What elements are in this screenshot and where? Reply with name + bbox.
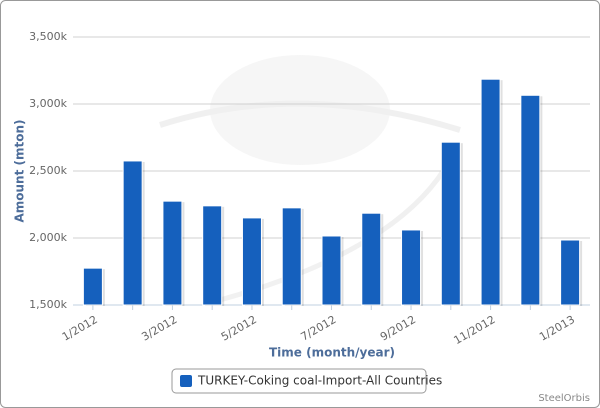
y-axis-title: Amount (mton)	[13, 119, 27, 222]
bar	[202, 205, 223, 306]
bar	[241, 217, 262, 306]
legend-label[interactable]: TURKEY-Coking coal-Import-All Countries	[197, 374, 442, 388]
bar	[281, 207, 302, 306]
y-tick-label: 1,500k	[29, 298, 67, 311]
x-axis-title: Time (month/year)	[269, 346, 395, 360]
bar	[560, 239, 581, 306]
bar	[162, 200, 183, 306]
credit: SteelOrbis	[538, 393, 590, 404]
legend[interactable]: TURKEY-Coking coal-Import-All Countries	[171, 368, 442, 394]
bar	[82, 267, 103, 306]
bar	[520, 94, 541, 306]
bar	[122, 160, 143, 306]
y-tick-label: 2,000k	[29, 231, 67, 244]
y-tick-label: 3,500k	[29, 30, 67, 43]
bar	[321, 235, 342, 306]
y-tick-label: 2,500k	[29, 164, 67, 177]
bar	[480, 78, 501, 306]
bar	[361, 212, 382, 306]
legend-swatch[interactable]	[180, 375, 192, 387]
legend-box[interactable]	[171, 368, 427, 394]
bar	[440, 141, 461, 306]
bar	[401, 229, 422, 306]
y-tick-label: 3,000k	[29, 97, 67, 110]
